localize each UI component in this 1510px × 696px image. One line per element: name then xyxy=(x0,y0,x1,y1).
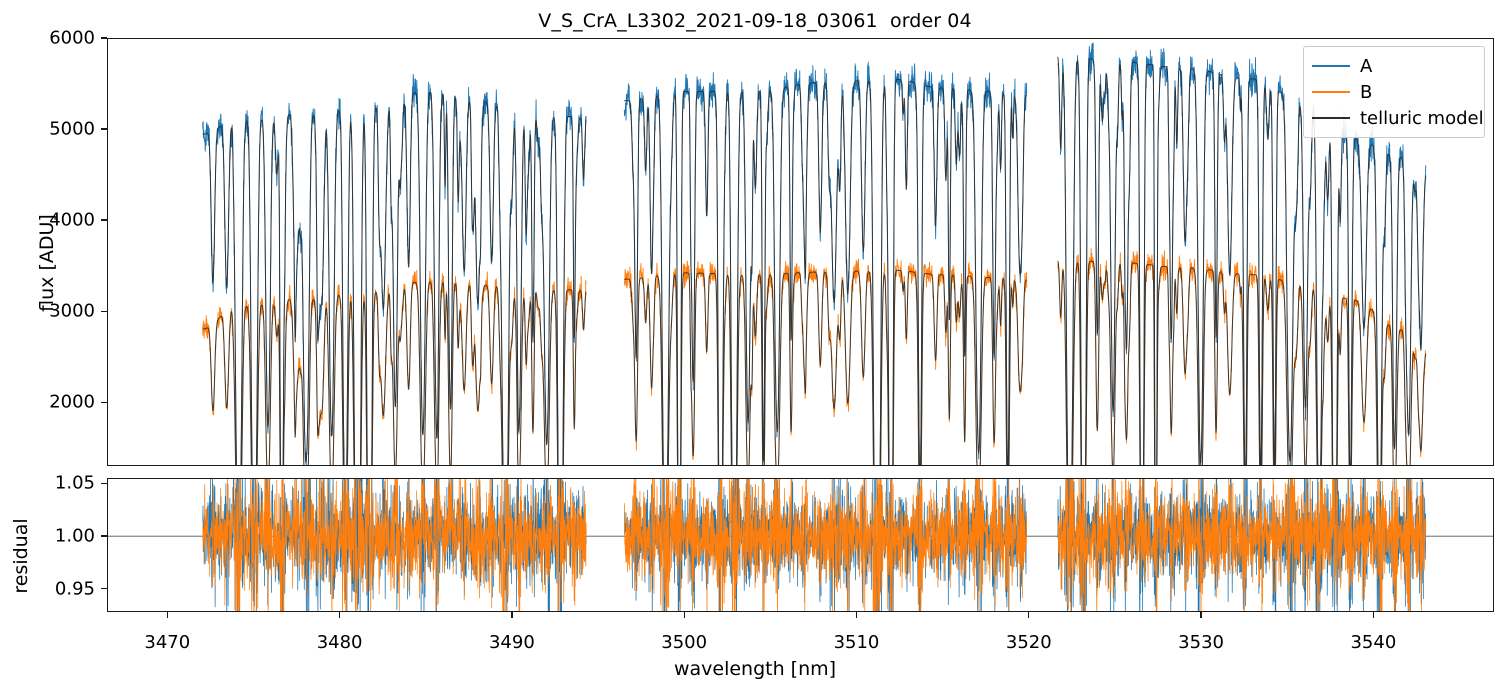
flux-plot-panel xyxy=(107,38,1494,466)
flux-ytick-mark xyxy=(101,310,107,312)
flux-ytick-label: 2000 xyxy=(49,391,95,413)
wavelength-axis-label: wavelength [nm] xyxy=(673,658,837,680)
residual-axis-label: residual xyxy=(10,518,32,594)
residual-ytick-label: 0.95 xyxy=(54,578,95,600)
residual-plot-panel xyxy=(107,478,1494,612)
flux-ytick-mark xyxy=(101,128,107,130)
xtick-label: 3530 xyxy=(1178,632,1224,653)
xtick-mark xyxy=(1200,612,1202,618)
legend-label: B xyxy=(1360,81,1373,103)
xtick-mark xyxy=(338,612,341,618)
legend-label: telluric model xyxy=(1360,107,1484,129)
flux-axis-label: flux [ADU] xyxy=(36,214,58,312)
residual-ytick-label: 1.05 xyxy=(54,472,95,494)
legend-item[interactable]: B xyxy=(1312,79,1476,105)
xtick-label: 3510 xyxy=(833,632,880,653)
legend-item[interactable]: telluric model xyxy=(1312,105,1484,131)
xtick-label: 3500 xyxy=(661,632,708,653)
xtick-mark xyxy=(166,612,168,618)
residual-ytick-mark xyxy=(101,588,107,590)
flux-ytick-label: 5000 xyxy=(49,118,95,140)
xtick-mark xyxy=(1372,612,1375,618)
flux-plot-canvas xyxy=(108,39,1493,465)
residual-ytick-label: 1.00 xyxy=(54,525,95,547)
xtick-label: 3470 xyxy=(144,632,191,653)
flux-ytick-mark xyxy=(101,219,107,221)
residual-ytick-mark xyxy=(101,482,107,484)
flux-ytick-mark xyxy=(101,37,107,39)
xtick-mark xyxy=(511,612,513,618)
flux-ytick-label: 4000 xyxy=(49,209,95,231)
page-title: V_S_CrA_L3302_2021-09-18_03061 order 04 xyxy=(538,10,972,32)
legend-swatch-2 xyxy=(1312,91,1350,93)
xtick-label: 3520 xyxy=(1005,632,1052,653)
legend-label: A xyxy=(1360,55,1373,77)
flux-ytick-label: 6000 xyxy=(49,27,95,49)
flux-ytick-mark xyxy=(101,401,107,403)
residual-plot-canvas xyxy=(108,479,1493,611)
xtick-label: 3490 xyxy=(488,632,535,653)
residual-ytick-mark xyxy=(101,535,107,537)
legend-item[interactable]: A xyxy=(1312,53,1476,79)
xtick-mark xyxy=(855,612,858,618)
xtick-label: 3540 xyxy=(1350,632,1397,653)
flux-ytick-label: 3000 xyxy=(49,300,95,322)
xtick-label: 3480 xyxy=(316,632,363,653)
xtick-mark xyxy=(683,612,685,618)
xtick-mark xyxy=(1028,612,1030,618)
legend-swatch-3 xyxy=(1312,117,1350,119)
legend-swatch-1 xyxy=(1312,65,1350,67)
